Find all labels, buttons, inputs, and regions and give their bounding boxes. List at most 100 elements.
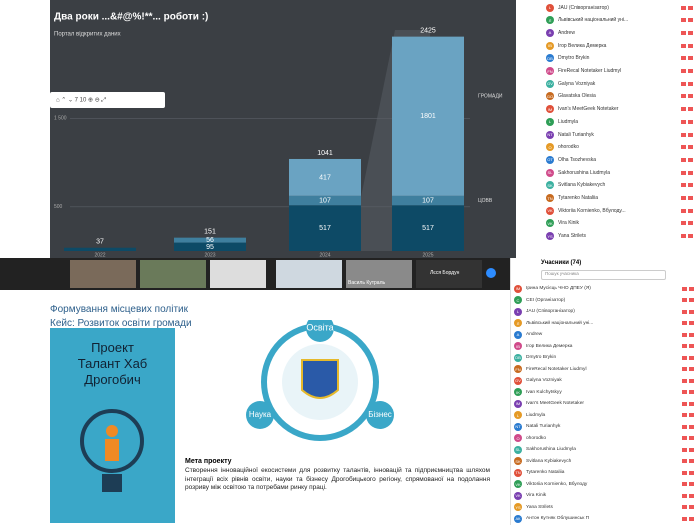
bar-value-label: 95 bbox=[206, 244, 214, 251]
x-tick-label: 2025 bbox=[422, 252, 433, 258]
participant-row[interactable]: ІВ Ігор Велика Демерка bbox=[514, 341, 694, 352]
next-button[interactable] bbox=[486, 268, 496, 278]
video-tile bbox=[276, 260, 342, 288]
search-box[interactable]: Пошук учасника bbox=[541, 270, 666, 280]
y-tick-label: 500 bbox=[54, 204, 63, 210]
avatar: Л bbox=[546, 16, 554, 25]
participant-name: Ivan's MeetGeek Notetaker bbox=[526, 401, 584, 406]
participant-row[interactable]: IM Ivan's MeetGeek Notetaker bbox=[546, 104, 693, 115]
participant-row[interactable]: ІВ Ігор Велика Демерка bbox=[546, 40, 693, 51]
status-icons bbox=[681, 107, 693, 112]
slide-title: Формування місцевих політик bbox=[50, 304, 189, 315]
status-icons bbox=[681, 56, 693, 61]
status-icons bbox=[681, 196, 693, 200]
participant-name: Sakhorushina Liudmyla bbox=[558, 169, 610, 176]
participant-name: Ігор Велика Демерка bbox=[526, 343, 573, 349]
status-icons bbox=[681, 94, 693, 99]
participant-name: Natali Turianhyk bbox=[526, 424, 561, 429]
bar-total-label: 37 bbox=[96, 239, 104, 246]
participant-row[interactable]: ІМ Ірина Мусієць ЧНО ДПЕУ (Я) bbox=[514, 283, 694, 294]
status-icons bbox=[681, 5, 693, 10]
participant-name: Ivan's MeetGeek Notetaker bbox=[558, 106, 619, 113]
participant-row[interactable]: NT Natali Turianhyk bbox=[546, 129, 693, 140]
participant-row[interactable]: SL Sakhorushina Liudmyla bbox=[514, 444, 694, 455]
participant-row[interactable]: A Andrew bbox=[514, 329, 694, 340]
participant-row[interactable]: VK Viktoriia Kornienko, Вбулоду... bbox=[546, 205, 693, 216]
participant-row[interactable]: IK Ivan Kulchytskyy bbox=[514, 387, 694, 398]
participant-row[interactable]: VK Vira Kinik bbox=[514, 490, 694, 501]
chart-slide: Два роки ...&#@%!**... роботи :) Портал … bbox=[50, 0, 516, 258]
participant-row[interactable]: DB Dmytro Brykin bbox=[546, 53, 693, 64]
status-icons bbox=[682, 321, 694, 325]
participant-row[interactable]: YS Yana Strilets bbox=[546, 231, 693, 242]
participant-row[interactable]: L Liudmyla bbox=[546, 116, 693, 127]
participant-row[interactable]: GV Galyna Vozniyak bbox=[514, 375, 694, 386]
participant-row[interactable]: GV Galyna Vozniyak bbox=[546, 78, 693, 89]
avatar: ІВ bbox=[546, 41, 554, 50]
status-icons bbox=[681, 43, 693, 48]
participant-row[interactable]: Л Львівський національний уні... bbox=[514, 318, 694, 329]
avatar: L bbox=[514, 307, 522, 316]
participant-name: Viktoriia Kornienko, Вбулоду bbox=[526, 481, 588, 487]
participant-row[interactable]: GO Glavatska Olesia bbox=[546, 91, 693, 102]
participant-row[interactable]: C CEI (Організатор) bbox=[514, 295, 694, 306]
participant-row[interactable]: FN FireRecal Notetaker Liudmyl bbox=[546, 66, 693, 77]
x-tick-label: 2024 bbox=[319, 252, 330, 258]
bar bbox=[64, 247, 136, 251]
participant-row[interactable]: SK Svitlana Kybiakevych bbox=[514, 456, 694, 467]
status-icons bbox=[681, 234, 693, 239]
participant-name: Dmytro Brykin bbox=[526, 355, 557, 360]
participant-row[interactable]: YS Yana Strilets bbox=[514, 502, 694, 513]
participant-row[interactable]: L Liudmyla bbox=[514, 410, 694, 421]
participant-name: Natali Turianhyk bbox=[558, 131, 594, 138]
avatar: A bbox=[546, 28, 554, 37]
participant-row[interactable]: IM Ivan's MeetGeek Notetaker bbox=[514, 398, 694, 409]
participant-name: Olha Tsozhevska bbox=[558, 156, 596, 163]
toolbar[interactable] bbox=[50, 92, 165, 108]
participant-name: Sakhorushina Liudmyla bbox=[526, 447, 576, 452]
goal-text: Створення інноваційної екосистеми для ро… bbox=[185, 467, 490, 491]
status-icons bbox=[682, 470, 694, 475]
bar-total-label: 151 bbox=[204, 228, 216, 235]
status-icons bbox=[681, 30, 693, 35]
participant-name: CEI (Організатор) bbox=[526, 297, 566, 303]
participant-row[interactable]: FN FireRecal Notetaker Liudmyl bbox=[514, 364, 694, 375]
participant-row[interactable]: VK Viktoriia Kornienko, Вбулоду bbox=[514, 479, 694, 490]
participant-row[interactable]: TN Tytarenko Nataliia bbox=[514, 467, 694, 478]
participant-name: Tytarenko Nataliia bbox=[558, 195, 599, 201]
participant-name: Yana Strilets bbox=[526, 504, 553, 510]
participant-row[interactable]: A Andrew bbox=[546, 27, 693, 38]
avatar: SK bbox=[514, 457, 522, 465]
participant-row[interactable]: OT Olha Tsozhevska bbox=[546, 154, 693, 165]
avatar: ІМ bbox=[514, 284, 522, 293]
participant-name: Galyna Vozniyak bbox=[526, 378, 562, 383]
bar bbox=[392, 205, 464, 251]
bar-value-label: 107 bbox=[422, 197, 434, 204]
participant-row[interactable]: АК Антон Кутняк Облушинськ П bbox=[514, 513, 694, 524]
participant-row[interactable]: VK Vira Kinik bbox=[546, 218, 693, 229]
participant-name: Dmytro Brykin bbox=[558, 55, 590, 62]
participant-row[interactable]: SL Sakhorushina Liudmyla bbox=[546, 167, 693, 178]
participant-row[interactable]: NT Natali Turianhyk bbox=[514, 421, 694, 432]
avatar: O bbox=[514, 434, 522, 442]
participant-row[interactable]: SK Svitlana Kybiakevych bbox=[546, 180, 693, 191]
participant-row[interactable]: TN Tytarenko Nataliia bbox=[546, 193, 693, 204]
avatar: OT bbox=[546, 155, 554, 164]
avatar: DB bbox=[546, 54, 554, 63]
avatar: TN bbox=[514, 468, 522, 477]
participant-row[interactable]: DB Dmytro Brykin bbox=[514, 352, 694, 363]
participant-name: Львівський національний уні... bbox=[558, 17, 629, 24]
participant-row[interactable]: Л Львівський національний уні... bbox=[546, 15, 693, 26]
avatar: IK bbox=[514, 388, 522, 396]
avatar: SL bbox=[546, 168, 554, 177]
bar-value-label: 517 bbox=[319, 225, 331, 232]
participant-row[interactable]: L JAU (Співорганізатор) bbox=[514, 306, 694, 317]
circle-label: Бізнес bbox=[368, 410, 392, 419]
participant-row[interactable]: L JAU (Співорганізатор) bbox=[546, 2, 693, 13]
participant-name: Viktoriia Kornienko, Вбулоду... bbox=[558, 207, 626, 214]
participant-name: Антон Кутняк Облушинськ П bbox=[526, 516, 590, 521]
participant-name: Andrew bbox=[558, 29, 575, 36]
status-icons bbox=[681, 208, 693, 213]
